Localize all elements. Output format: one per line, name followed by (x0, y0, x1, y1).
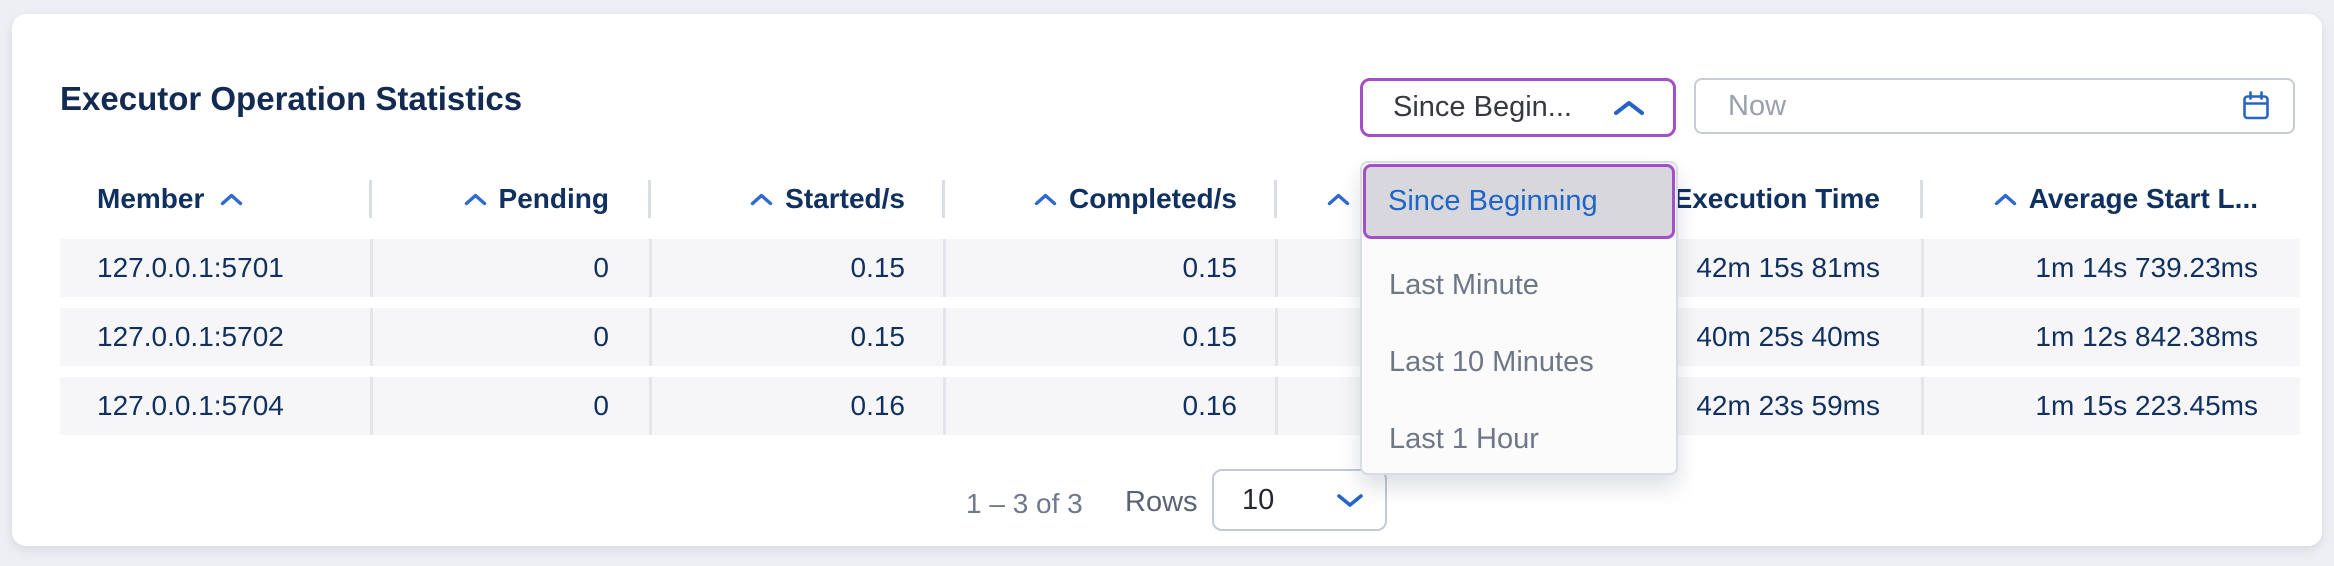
menu-item-since-beginning[interactable]: Since Beginning (1363, 164, 1675, 239)
cell-execution-time: 40m 25s 40ms (1652, 308, 1921, 366)
end-time-input[interactable] (1726, 88, 2190, 124)
column-header-hidden[interactable] (1274, 176, 1652, 222)
header-divider (1920, 180, 1923, 218)
header-divider (1274, 180, 1277, 218)
cell-execution-time: 42m 23s 59ms (1652, 377, 1921, 435)
column-label: Started/s (785, 183, 905, 214)
page-title: Executor Operation Statistics (60, 80, 523, 117)
column-header-execution-time[interactable]: Execution Time (1639, 176, 1921, 222)
cell-average-start-latency: 1m 12s 842.38ms (1921, 308, 2300, 366)
column-header-member[interactable]: Member (60, 176, 370, 222)
pagination-range: 1 – 3 of 3 (966, 488, 1083, 519)
cell-execution-time: 42m 15s 81ms (1652, 239, 1921, 297)
time-range-value: Since Begin... (1393, 91, 1572, 123)
time-range-select[interactable]: Since Begin... (1360, 78, 1676, 137)
column-label: Execution Time (1673, 183, 1880, 214)
cell-started: 0.15 (649, 239, 943, 297)
sort-asc-icon (1327, 193, 1350, 205)
sort-asc-icon (464, 193, 486, 205)
chevron-up-icon (1614, 100, 1644, 115)
table-header-row: Member Pending Started/s Completed/s (60, 176, 2300, 222)
column-label: Member (97, 183, 205, 214)
cell-started: 0.16 (649, 377, 943, 435)
time-range-dropdown-menu: Since Beginning Last Minute Last 10 Minu… (1360, 161, 1678, 475)
cell-started: 0.15 (649, 308, 943, 366)
table-row: 127.0.0.1:5704 0 0.16 0.16 42m 23s 59ms … (60, 377, 2300, 435)
cell-pending: 0 (370, 239, 649, 297)
cell-average-start-latency: 1m 15s 223.45ms (1921, 377, 2300, 435)
column-header-average-start-latency[interactable]: Average Start L... (1920, 176, 2300, 222)
cell-pending: 0 (370, 308, 649, 366)
cell-member: 127.0.0.1:5702 (60, 308, 370, 366)
cell-completed: 0.15 (943, 239, 1275, 297)
rows-per-page-select[interactable]: 10 (1212, 469, 1387, 531)
sort-asc-icon (1034, 193, 1057, 205)
column-label: Pending (498, 183, 609, 214)
column-header-started[interactable]: Started/s (648, 176, 943, 222)
column-header-completed[interactable]: Completed/s (942, 176, 1275, 222)
menu-item-last-minute[interactable]: Last Minute (1389, 269, 1539, 301)
rows-per-page-value: 10 (1242, 483, 1275, 516)
table-body: 127.0.0.1:5701 0 0.15 0.15 42m 15s 81ms … (60, 239, 2300, 446)
sort-asc-icon (1994, 193, 2016, 205)
column-label: Completed/s (1068, 183, 1237, 214)
calendar-icon[interactable] (2241, 90, 2271, 122)
table-row: 127.0.0.1:5701 0 0.15 0.15 42m 15s 81ms … (60, 239, 2300, 297)
cell-member: 127.0.0.1:5704 (60, 377, 370, 435)
rows-per-page-label: Rows (1125, 486, 1198, 518)
end-time-field[interactable] (1694, 78, 2295, 134)
executor-statistics-card: Executor Operation Statistics Since Begi… (12, 14, 2322, 546)
header-divider (369, 180, 372, 218)
chevron-down-icon (1337, 493, 1363, 507)
sort-asc-icon (750, 193, 773, 205)
menu-items: Last Minute Last 10 Minutes Last 1 Hour (1362, 247, 1676, 478)
cell-member: 127.0.0.1:5701 (60, 239, 370, 297)
cell-pending: 0 (370, 377, 649, 435)
cell-average-start-latency: 1m 14s 739.23ms (1921, 239, 2300, 297)
column-label: Average Start L... (2028, 183, 2258, 214)
table-row: 127.0.0.1:5702 0 0.15 0.15 40m 25s 40ms … (60, 308, 2300, 366)
menu-item-last-10-minutes[interactable]: Last 10 Minutes (1389, 346, 1594, 378)
column-header-pending[interactable]: Pending (369, 176, 649, 222)
cell-completed: 0.16 (943, 377, 1275, 435)
header-divider (648, 180, 651, 218)
sort-asc-icon (221, 193, 243, 205)
cell-completed: 0.15 (943, 308, 1275, 366)
header-divider (942, 180, 945, 218)
menu-item-last-1-hour[interactable]: Last 1 Hour (1389, 423, 1539, 455)
